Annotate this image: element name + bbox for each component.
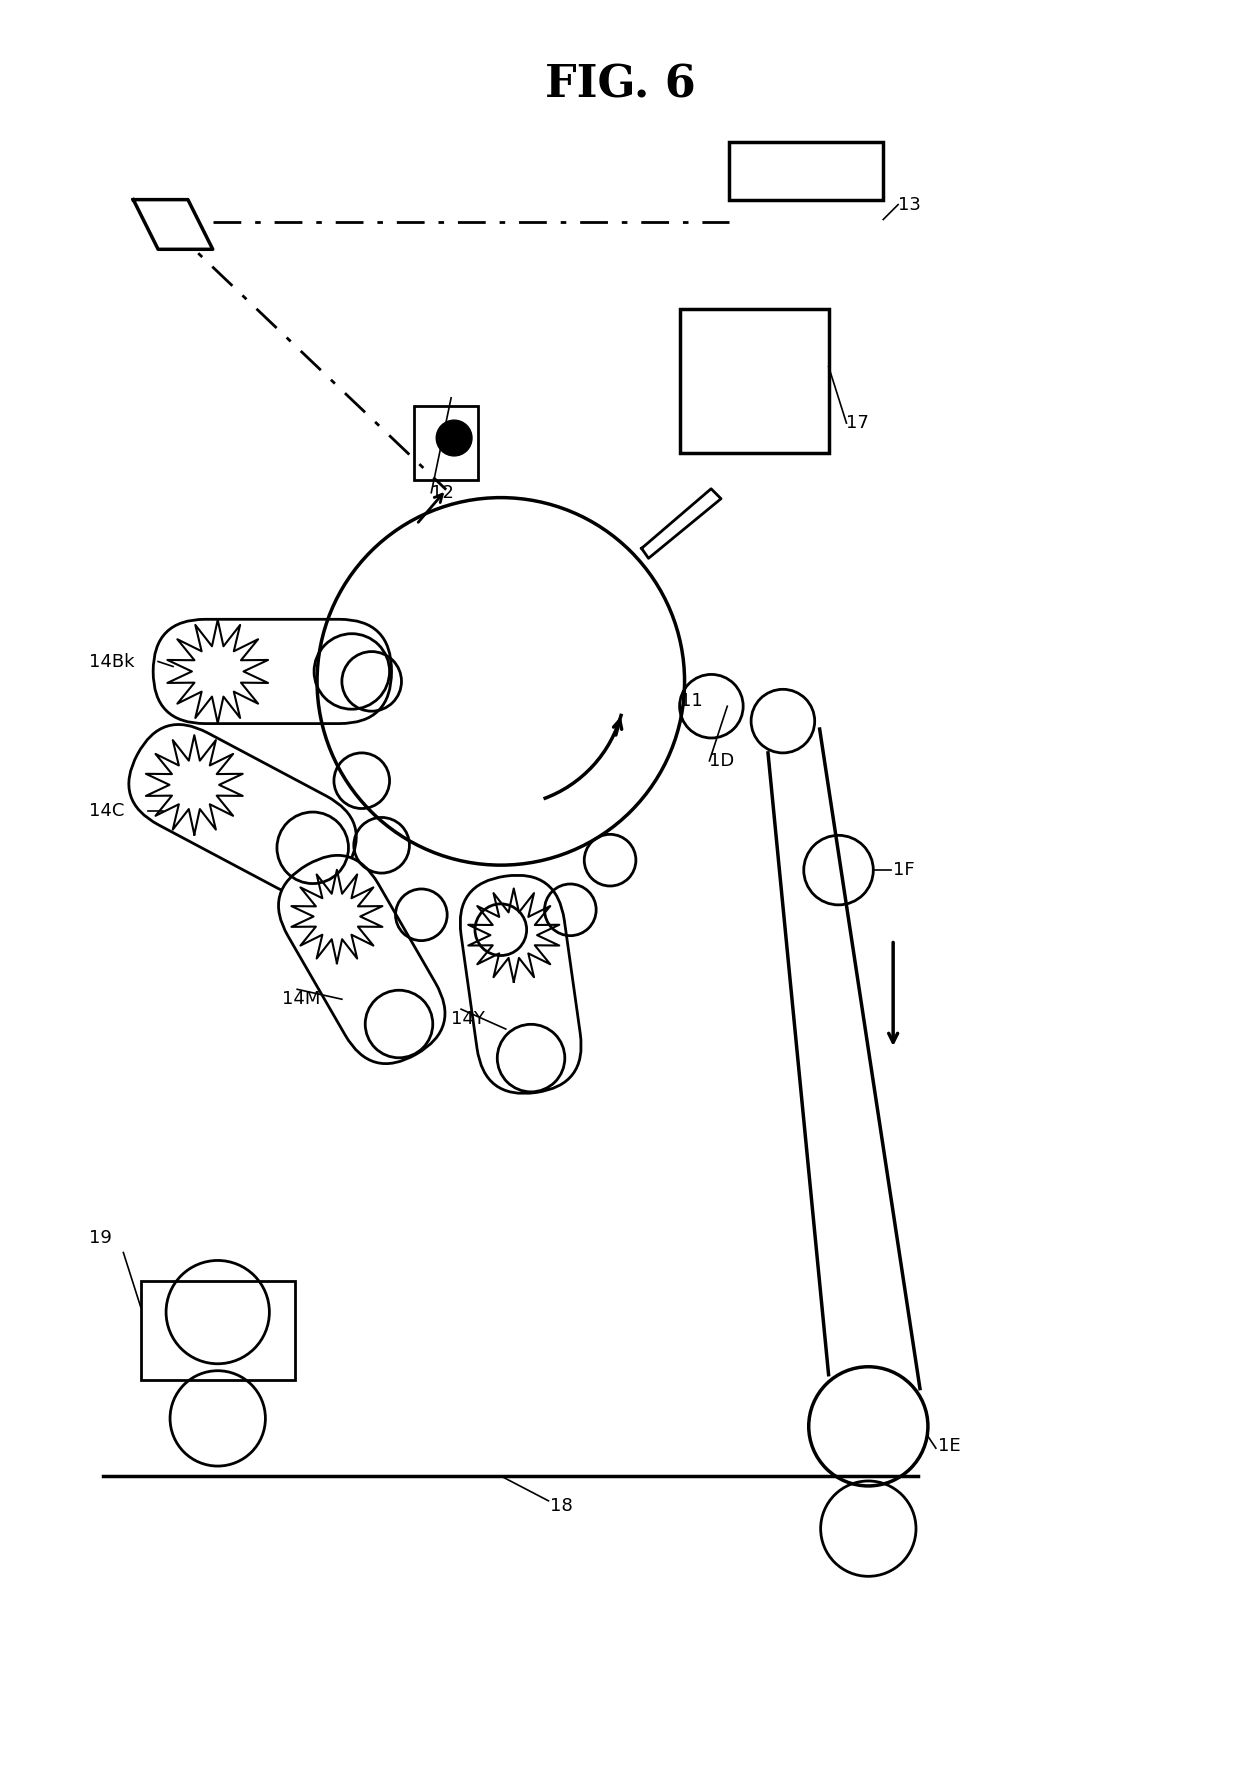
FancyBboxPatch shape [129, 724, 356, 897]
Text: 13: 13 [898, 196, 921, 214]
FancyBboxPatch shape [680, 310, 828, 453]
Text: 1E: 1E [937, 1437, 961, 1455]
Text: 18: 18 [551, 1497, 573, 1515]
Text: 14M: 14M [283, 989, 321, 1009]
Text: 17: 17 [847, 414, 869, 432]
Polygon shape [133, 200, 213, 250]
FancyBboxPatch shape [279, 855, 445, 1064]
FancyBboxPatch shape [460, 874, 582, 1094]
Text: 1D: 1D [709, 752, 734, 770]
Text: 14C: 14C [88, 802, 124, 820]
Text: 19: 19 [88, 1228, 112, 1246]
Text: 12: 12 [432, 483, 454, 501]
FancyBboxPatch shape [141, 1281, 295, 1381]
Text: 11: 11 [680, 692, 702, 710]
Text: FIG. 6: FIG. 6 [544, 64, 696, 106]
FancyBboxPatch shape [729, 142, 883, 200]
Circle shape [436, 419, 472, 457]
Text: 14Y: 14Y [451, 1011, 485, 1028]
Text: 14Bk: 14Bk [88, 653, 134, 671]
FancyBboxPatch shape [154, 620, 392, 724]
Text: 1F: 1F [893, 860, 915, 880]
Polygon shape [641, 489, 720, 558]
